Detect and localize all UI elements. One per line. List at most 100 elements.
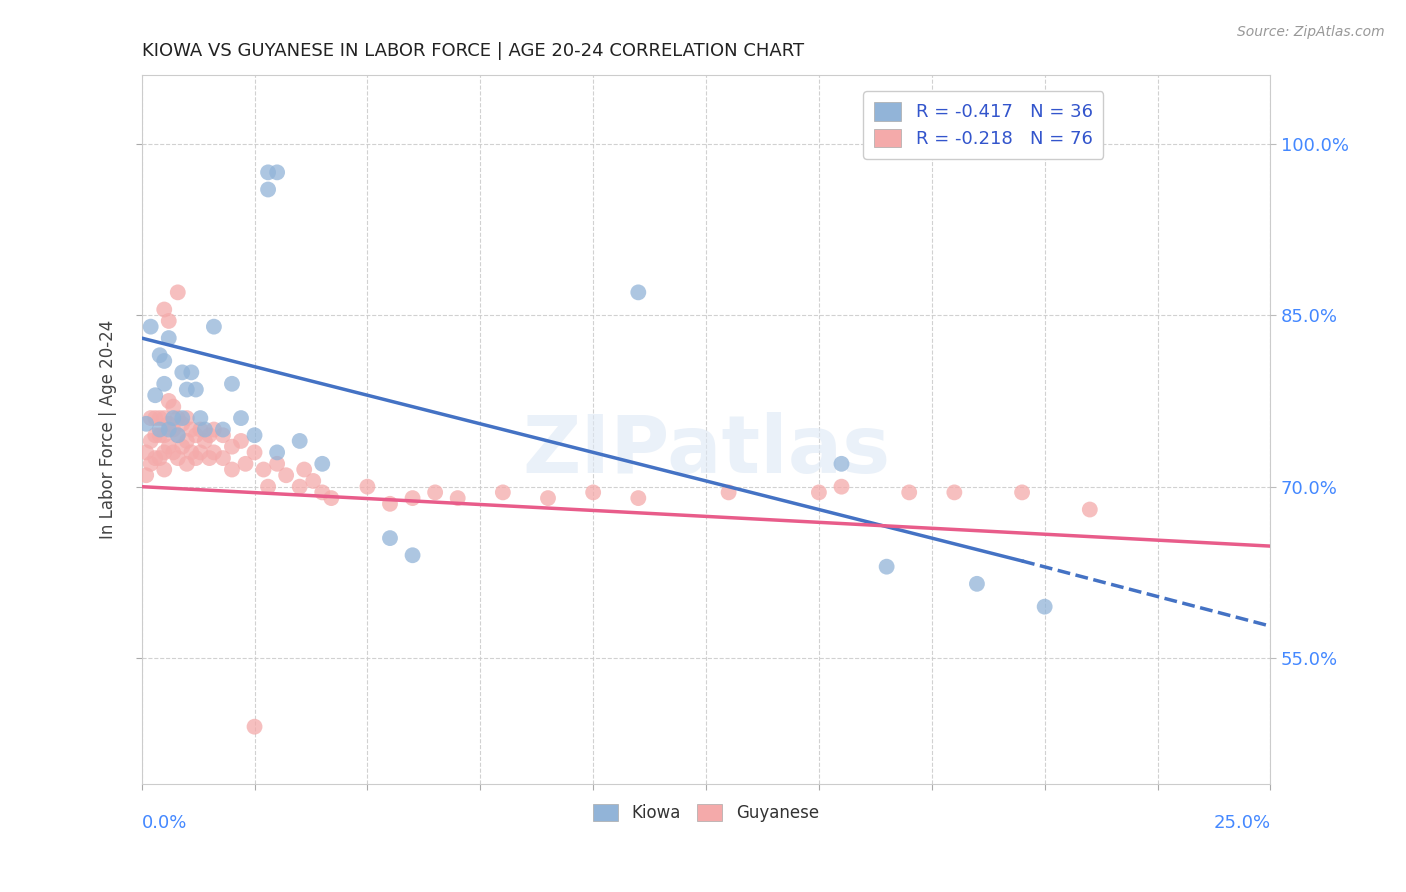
Point — [172, 411, 194, 425]
Point — [321, 491, 343, 505]
Point — [212, 451, 235, 466]
Point — [212, 423, 235, 437]
Text: ZIPatlas: ZIPatlas — [522, 412, 890, 490]
Point — [166, 451, 188, 466]
Point — [166, 428, 188, 442]
Point — [198, 451, 221, 466]
Point — [184, 383, 207, 397]
Point — [139, 434, 162, 448]
Point — [190, 445, 212, 459]
Point — [243, 428, 266, 442]
Point — [157, 423, 180, 437]
Point — [149, 411, 172, 425]
Point — [401, 548, 423, 562]
Point — [876, 559, 898, 574]
Point — [202, 423, 225, 437]
Point — [143, 411, 166, 425]
Point — [157, 393, 180, 408]
Point — [153, 411, 176, 425]
Point — [266, 457, 288, 471]
Point — [157, 417, 180, 431]
Point — [162, 400, 184, 414]
Point — [149, 428, 172, 442]
Point — [176, 383, 198, 397]
Point — [235, 457, 257, 471]
Point — [162, 411, 184, 425]
Point — [582, 485, 605, 500]
Point — [149, 348, 172, 362]
Point — [180, 423, 202, 437]
Point — [176, 434, 198, 448]
Point — [830, 480, 852, 494]
Point — [276, 468, 298, 483]
Point — [830, 457, 852, 471]
Point — [135, 468, 157, 483]
Point — [162, 445, 184, 459]
Point — [190, 411, 212, 425]
Point — [176, 457, 198, 471]
Point — [184, 451, 207, 466]
Point — [172, 417, 194, 431]
Point — [401, 491, 423, 505]
Point — [143, 428, 166, 442]
Point — [257, 182, 280, 196]
Point — [243, 720, 266, 734]
Point — [143, 388, 166, 402]
Point — [194, 423, 217, 437]
Point — [166, 411, 188, 425]
Point — [537, 491, 560, 505]
Point — [356, 480, 378, 494]
Point — [378, 497, 401, 511]
Point — [1033, 599, 1056, 614]
Point — [447, 491, 470, 505]
Point — [966, 577, 988, 591]
Text: Source: ZipAtlas.com: Source: ZipAtlas.com — [1237, 25, 1385, 39]
Point — [149, 451, 172, 466]
Point — [257, 480, 280, 494]
Point — [172, 365, 194, 379]
Point — [898, 485, 921, 500]
Point — [198, 428, 221, 442]
Text: 0.0%: 0.0% — [142, 814, 187, 832]
Point — [157, 331, 180, 345]
Point — [807, 485, 830, 500]
Point — [194, 434, 217, 448]
Point — [184, 428, 207, 442]
Point — [162, 423, 184, 437]
Point — [717, 485, 740, 500]
Point — [1078, 502, 1101, 516]
Point — [157, 440, 180, 454]
Legend: Kiowa, Guyanese: Kiowa, Guyanese — [586, 797, 825, 829]
Point — [627, 285, 650, 300]
Point — [139, 411, 162, 425]
Point — [149, 423, 172, 437]
Point — [221, 462, 243, 476]
Text: KIOWA VS GUYANESE IN LABOR FORCE | AGE 20-24 CORRELATION CHART: KIOWA VS GUYANESE IN LABOR FORCE | AGE 2… — [142, 42, 804, 60]
Point — [311, 457, 333, 471]
Point — [288, 480, 311, 494]
Point — [176, 411, 198, 425]
Point — [153, 354, 176, 368]
Point — [190, 423, 212, 437]
Point — [378, 531, 401, 545]
Point — [1011, 485, 1033, 500]
Point — [135, 445, 157, 459]
Point — [243, 445, 266, 459]
Point — [202, 319, 225, 334]
Point — [627, 491, 650, 505]
Point — [180, 445, 202, 459]
Point — [202, 445, 225, 459]
Point — [288, 434, 311, 448]
Point — [153, 445, 176, 459]
Point — [139, 457, 162, 471]
Point — [257, 165, 280, 179]
Point — [153, 302, 176, 317]
Point — [153, 376, 176, 391]
Point — [139, 319, 162, 334]
Point — [302, 474, 325, 488]
Point — [423, 485, 446, 500]
Point — [135, 417, 157, 431]
Text: 25.0%: 25.0% — [1213, 814, 1271, 832]
Point — [143, 451, 166, 466]
Point — [943, 485, 966, 500]
